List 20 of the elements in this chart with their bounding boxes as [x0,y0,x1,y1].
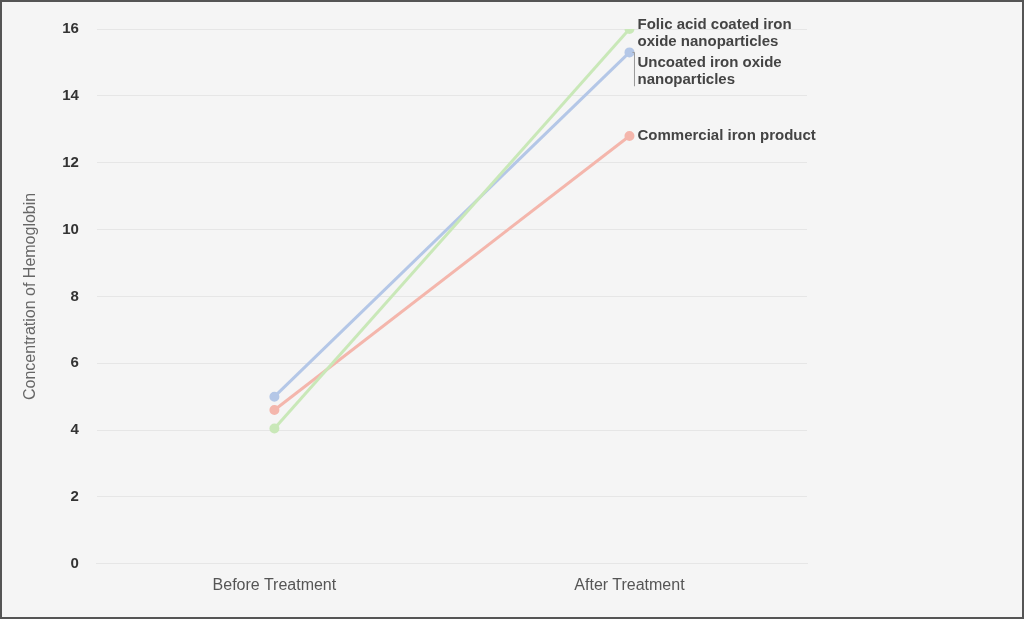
y-tick-label: 2 [70,487,79,505]
y-tick-label: 0 [70,553,79,571]
point [269,423,280,434]
point [269,405,280,416]
y-tick-label: 4 [70,420,80,438]
y-tick-label: 16 [62,19,79,37]
y-tick-label: 6 [70,353,79,371]
y-tick-label: 14 [62,85,80,103]
y-tick-label: 12 [62,152,79,170]
series-label: Folic acid coated iron oxide nanoparticles [637,14,792,49]
series-label: Commercial iron product [637,126,816,144]
x-tick-label: After Treatment [574,575,686,593]
series-label: Uncoated iron oxide nanoparticles [637,52,782,87]
point [269,391,280,402]
x-tick-label: Before Treatment [212,575,337,593]
y-tick-label: 8 [70,286,79,304]
point [624,130,635,141]
y-axis-title: Concentration of Hemoglobin [21,192,39,401]
y-tick-label: 10 [62,219,79,237]
point [624,47,635,58]
